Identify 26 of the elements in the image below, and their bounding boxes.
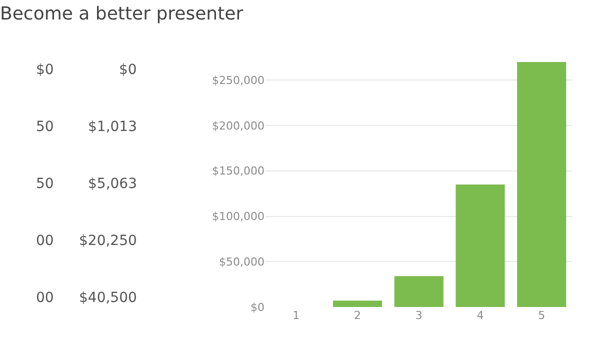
text: $5,063 <box>88 176 137 192</box>
text: 50 <box>36 119 54 135</box>
y-tick-label: $0 <box>250 300 264 314</box>
y-tick-label: $150,000 <box>212 164 264 178</box>
y-tick-label: $50,000 <box>219 255 264 268</box>
x-tick-label: 2 <box>354 309 362 322</box>
bar <box>333 300 382 307</box>
bar <box>394 276 444 307</box>
text: $0 <box>36 62 54 78</box>
x-tick-label: 3 <box>415 309 422 322</box>
text: $0 <box>119 62 137 78</box>
text: $40,500 <box>79 290 137 306</box>
bar <box>456 184 505 307</box>
text: $20,250 <box>79 233 137 249</box>
bar <box>517 62 566 307</box>
x-tick-label: 1 <box>292 309 300 322</box>
y-tick-label: $100,000 <box>212 210 264 224</box>
chart-title: Become a better presenter <box>0 3 244 24</box>
text: $1,013 <box>88 119 137 135</box>
text: 50 <box>36 176 54 192</box>
text: 00 <box>36 290 54 306</box>
y-tick-label: $200,000 <box>212 119 264 132</box>
y-tick-label: $250,000 <box>212 74 264 87</box>
x-tick-label: 4 <box>476 309 484 322</box>
x-tick-label: 5 <box>538 309 546 322</box>
text: 00 <box>36 233 54 249</box>
